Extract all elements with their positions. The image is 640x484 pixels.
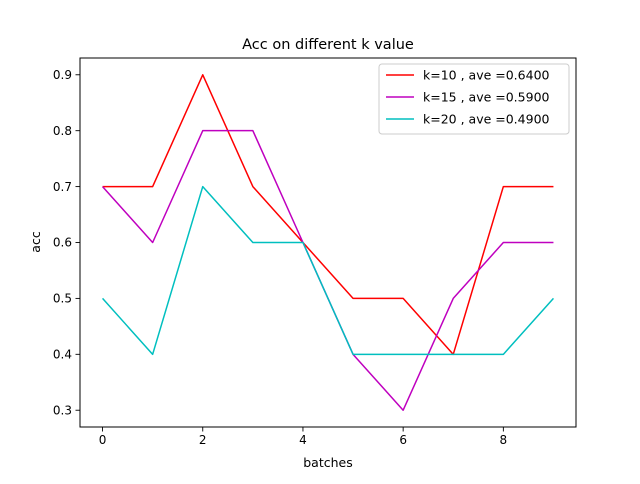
legend-label-2: k=15 , ave =0.5900 <box>423 90 550 105</box>
x-axis: 0 2 4 6 8 <box>99 427 507 447</box>
x-tick-label: 2 <box>199 433 207 447</box>
y-tick-label: 0.8 <box>53 124 72 138</box>
y-tick-label: 0.4 <box>53 348 72 362</box>
x-tick-label: 0 <box>99 433 107 447</box>
y-tick-label: 0.6 <box>53 236 72 250</box>
x-tick-label: 8 <box>500 433 508 447</box>
x-tick-label: 4 <box>299 433 307 447</box>
legend-label-3: k=20 , ave =0.4900 <box>423 112 550 127</box>
x-tick-label: 6 <box>399 433 407 447</box>
legend-label-1: k=10 , ave =0.6400 <box>423 68 550 83</box>
series-line-3 <box>101 185 555 356</box>
y-tick-label: 0.5 <box>53 292 72 306</box>
series-layer <box>101 74 555 411</box>
x-axis-label: batches <box>303 455 353 470</box>
y-tick-label: 0.9 <box>53 68 72 82</box>
y-tick-label: 0.7 <box>53 180 72 194</box>
chart-title: Acc on different k value <box>242 37 414 53</box>
y-tick-label: 0.3 <box>53 403 72 417</box>
legend: k=10 , ave =0.6400 k=15 , ave =0.5900 k=20… <box>378 63 570 135</box>
y-axis-label: acc <box>28 231 43 253</box>
y-axis: 0.3 0.4 0.5 0.6 0.7 0.8 0.9 <box>53 68 80 417</box>
legend-box <box>378 63 570 135</box>
